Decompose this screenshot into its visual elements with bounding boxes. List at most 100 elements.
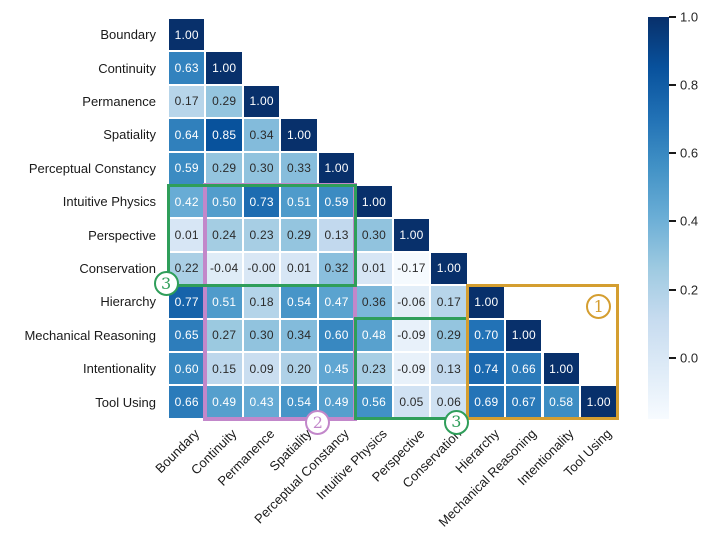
heatmap-cell: 0.59 — [318, 186, 355, 218]
heatmap-cell: 0.54 — [281, 386, 317, 418]
heatmap-cell: 1.00 — [580, 386, 617, 418]
heatmap-grid: 1.00 0.63 1.00 0.17 0.29 1.00 0.64 0.85 0.34 1.00… — [168, 18, 618, 420]
heatmap-cell: 1.00 — [393, 219, 430, 251]
colorbar-tick-mark — [669, 220, 676, 223]
y-tick-label: Mechanical Reasoning — [24, 327, 156, 343]
x-tick-label: Continuity — [188, 426, 240, 478]
heatmap-cell: 0.24 — [206, 219, 242, 251]
heatmap-cell: -0.09 — [393, 319, 430, 351]
colorbar-tick-mark — [669, 84, 676, 87]
colorbar-tick-label: 0.0 — [680, 350, 699, 366]
heatmap-cell: 0.29 — [206, 152, 242, 184]
heatmap-cell: 1.00 — [281, 119, 317, 151]
heatmap-cell: 0.30 — [243, 319, 280, 351]
colorbar-tick-label: 0.2 — [680, 282, 699, 298]
heatmap-cell: 0.66 — [169, 386, 205, 418]
heatmap-cell: 0.51 — [281, 186, 317, 218]
x-tick-label: Perspective — [368, 426, 428, 485]
heatmap-cell: 0.22 — [169, 252, 205, 285]
heatmap-cell: -0.06 — [393, 286, 430, 318]
heatmap-cell: 0.32 — [318, 252, 355, 285]
y-tick-label: Spatiality — [103, 127, 156, 143]
heatmap-cell: 0.06 — [431, 386, 467, 418]
x-tick-label: Intentionality — [514, 426, 577, 489]
colorbar-tick-mark — [669, 16, 676, 18]
heatmap-cell: 0.69 — [468, 386, 505, 418]
heatmap-cell: 0.48 — [356, 319, 392, 351]
colorbar-tick-label: 0.8 — [680, 77, 699, 93]
y-tick-label: Permanence — [82, 93, 156, 109]
heatmap-cell: 0.36 — [356, 286, 392, 318]
heatmap-cell: 1.00 — [506, 319, 542, 351]
heatmap-cell: 0.49 — [206, 386, 242, 418]
heatmap-cell: 0.51 — [206, 286, 242, 318]
x-tick-label: Spatiality — [266, 426, 315, 474]
heatmap-cell: 0.05 — [393, 386, 430, 418]
heatmap-cell: 0.13 — [431, 353, 467, 385]
colorbar — [648, 17, 669, 419]
heatmap-cell: 0.63 — [169, 52, 205, 84]
heatmap-cell: 0.29 — [431, 319, 467, 351]
colorbar-tick-mark — [669, 288, 676, 291]
colorbar-tick-mark — [669, 356, 676, 359]
heatmap-cell: 0.77 — [169, 286, 205, 318]
heatmap-cell: 0.73 — [243, 186, 280, 218]
heatmap-cell: 0.43 — [243, 386, 280, 418]
x-tick-label: Perceptual Constancy — [251, 426, 353, 527]
heatmap-cell: -0.04 — [206, 252, 242, 285]
heatmap-cell: 1.00 — [468, 286, 505, 318]
heatmap-cell: 0.60 — [169, 353, 205, 385]
heatmap-cell: 0.17 — [169, 85, 205, 118]
heatmap-cell: 0.01 — [356, 252, 392, 285]
heatmap-cell: 0.01 — [281, 252, 317, 285]
heatmap-cell: 0.70 — [468, 319, 505, 351]
x-tick-label: Tool Using — [560, 426, 615, 480]
colorbar-tick-mark — [669, 152, 676, 155]
heatmap-cell: 0.59 — [169, 152, 205, 184]
heatmap-cell: 0.29 — [206, 85, 242, 118]
heatmap-cell: 0.34 — [281, 319, 317, 351]
heatmap-cell: 0.60 — [318, 319, 355, 351]
heatmap-cell: 0.49 — [318, 386, 355, 418]
heatmap-cell: -0.00 — [243, 252, 280, 285]
heatmap-cell: 0.54 — [281, 286, 317, 318]
heatmap-cell: 0.64 — [169, 119, 205, 151]
y-tick-label: Conservation — [79, 260, 156, 276]
colorbar-tick-label: 0.4 — [680, 213, 699, 229]
x-tick-label: Boundary — [152, 426, 203, 476]
heatmap-cell: 0.58 — [543, 386, 579, 418]
heatmap-cell: 0.09 — [243, 353, 280, 385]
heatmap-cell: 1.00 — [206, 52, 242, 84]
heatmap-cell: 0.30 — [356, 219, 392, 251]
heatmap-cell: 0.01 — [169, 219, 205, 251]
heatmap-cell: 1.00 — [243, 85, 280, 118]
heatmap-cell: 1.00 — [356, 186, 392, 218]
heatmap-cell: 0.33 — [281, 152, 317, 184]
heatmap-cell: 0.29 — [281, 219, 317, 251]
y-tick-label: Tool Using — [95, 394, 156, 410]
colorbar-tick-label: 1.0 — [680, 9, 699, 25]
colorbar-tick-label: 0.6 — [680, 145, 699, 161]
heatmap-cell: 0.34 — [243, 119, 280, 151]
heatmap-cell: 0.74 — [468, 353, 505, 385]
x-tick-label: Intuitive Physics — [313, 426, 390, 503]
heatmap-cell: 0.47 — [318, 286, 355, 318]
x-tick-label: Permanence — [214, 426, 278, 489]
heatmap-cell: 0.23 — [243, 219, 280, 251]
heatmap-cell: 0.67 — [506, 386, 542, 418]
heatmap-cell: 1.00 — [431, 252, 467, 285]
heatmap-cell: 0.45 — [318, 353, 355, 385]
x-tick-label: Mechanical Reasoning — [435, 426, 540, 530]
y-tick-label: Perceptual Constancy — [28, 160, 156, 176]
heatmap-cell: 0.23 — [356, 353, 392, 385]
heatmap-cell: 0.18 — [243, 286, 280, 318]
y-tick-label: Hierarchy — [100, 294, 156, 310]
y-tick-label: Intentionality — [83, 361, 156, 377]
heatmap-cell: 0.42 — [169, 186, 205, 218]
heatmap-cell: 0.15 — [206, 353, 242, 385]
heatmap-cell: 0.13 — [318, 219, 355, 251]
heatmap-cell: -0.17 — [393, 252, 430, 285]
x-tick-label: Conservation — [399, 426, 465, 491]
heatmap-cell: 0.85 — [206, 119, 242, 151]
